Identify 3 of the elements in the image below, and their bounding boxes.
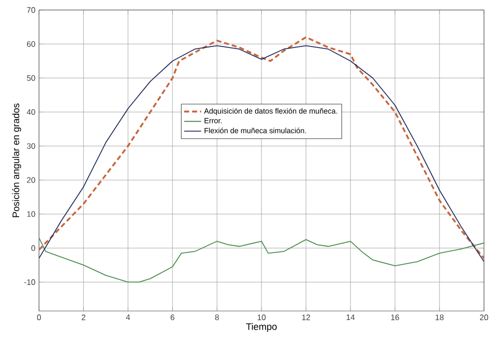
- line-series: [39, 237, 484, 283]
- y-axis-title: Posición angular en grados: [12, 104, 22, 218]
- x-axis-title: Tiempo: [246, 323, 277, 332]
